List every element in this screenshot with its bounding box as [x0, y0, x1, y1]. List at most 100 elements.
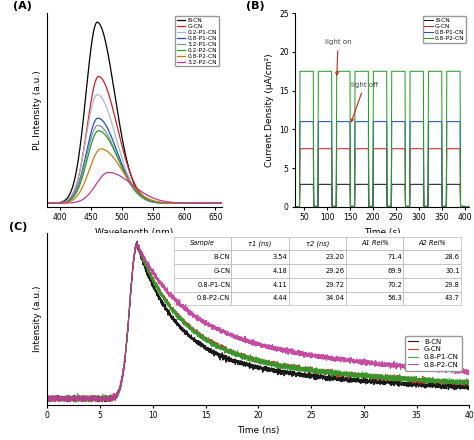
- 0.8-P1-CN: [466, 382, 472, 387]
- Legend: B-CN, G-CN, 0.2-P1-CN, 0.8-P1-CN, 3.2-P1-CN, 0.2-P2-CN, 0.8-P2-CN, 3.2-P2-CN: B-CN, G-CN, 0.2-P1-CN, 0.8-P1-CN, 3.2-P1…: [175, 16, 219, 66]
- B-CN: [297, 182, 303, 187]
- Line: 0.8-P1-CN: 0.8-P1-CN: [295, 121, 469, 207]
- G-CN: [297, 146, 303, 151]
- 3.2-P1-CN: [220, 201, 226, 206]
- G-CN: [220, 201, 226, 206]
- 0.2-P2-CN: [38, 201, 44, 206]
- 0.8-P2-CN: [454, 369, 459, 374]
- G-CN: [45, 396, 50, 402]
- X-axis label: Time (s): Time (s): [364, 227, 401, 237]
- 0.8-P1-CN: [421, 204, 427, 209]
- G-CN: [48, 201, 54, 206]
- 0.2-P1-CN: [38, 201, 44, 206]
- 0.8-P1-CN: [301, 119, 307, 124]
- G-CN: [355, 146, 361, 151]
- Line: 0.2-P2-CN: 0.2-P2-CN: [41, 131, 228, 203]
- 0.8-P1-CN: [355, 119, 361, 124]
- 0.8-P1-CN: [395, 119, 401, 124]
- B-CN: [421, 204, 427, 209]
- Line: 0.8-P2-CN: 0.8-P2-CN: [295, 71, 469, 207]
- 0.8-P1-CN: [124, 174, 130, 179]
- B-CN: [48, 399, 54, 404]
- Text: light off: light off: [351, 82, 378, 122]
- B-CN: [466, 204, 472, 209]
- 0.8-P1-CN: [38, 201, 44, 206]
- G-CN: [225, 348, 231, 354]
- 0.8-P2-CN: [355, 69, 361, 74]
- Line: G-CN: G-CN: [47, 242, 469, 402]
- 0.8-P2-CN: [466, 370, 472, 375]
- 0.8-P1-CN: [134, 240, 140, 245]
- G-CN: [219, 201, 225, 206]
- Line: 0.8-P2-CN: 0.8-P2-CN: [41, 149, 228, 203]
- 0.2-P1-CN: [225, 201, 231, 206]
- 0.8-P1-CN: [292, 204, 298, 209]
- Text: light on: light on: [325, 39, 351, 75]
- 3.2-P1-CN: [124, 176, 130, 181]
- G-CN: [72, 399, 77, 404]
- 0.8-P2-CN: [301, 69, 307, 74]
- 3.2-P1-CN: [48, 201, 54, 206]
- Text: (A): (A): [12, 1, 31, 11]
- G-CN: [466, 204, 472, 209]
- G-CN: [292, 204, 298, 209]
- 0.8-P1-CN: [431, 119, 437, 124]
- B-CN: [124, 159, 130, 165]
- Line: B-CN: B-CN: [41, 22, 228, 203]
- 0.2-P1-CN: [129, 182, 135, 187]
- 3.2-P2-CN: [129, 182, 135, 187]
- 0.8-P2-CN: [220, 201, 226, 206]
- G-CN: [466, 379, 472, 384]
- B-CN: [395, 182, 401, 187]
- B-CN: [431, 182, 437, 187]
- 0.8-P1-CN: [454, 378, 459, 384]
- B-CN: [351, 377, 357, 382]
- 0.8-P1-CN: [225, 348, 231, 353]
- G-CN: [403, 204, 409, 209]
- 0.8-P2-CN: [395, 69, 401, 74]
- 0.8-P2-CN: [292, 204, 298, 209]
- 0.8-P2-CN: [48, 399, 54, 404]
- G-CN: [421, 204, 427, 209]
- B-CN: [292, 204, 298, 209]
- 3.2-P2-CN: [38, 201, 44, 206]
- 0.2-P2-CN: [220, 201, 226, 206]
- 0.2-P1-CN: [185, 201, 191, 206]
- 0.8-P1-CN: [222, 347, 228, 352]
- 0.8-P2-CN: [431, 69, 437, 74]
- Line: B-CN: B-CN: [47, 241, 469, 402]
- Text: (B): (B): [246, 1, 265, 11]
- G-CN: [222, 344, 228, 349]
- Y-axis label: PL Intensity (a.u.): PL Intensity (a.u.): [33, 70, 42, 150]
- Line: 0.2-P1-CN: 0.2-P1-CN: [41, 95, 228, 203]
- G-CN: [185, 201, 191, 206]
- 3.2-P2-CN: [220, 201, 226, 206]
- 0.2-P2-CN: [219, 201, 225, 206]
- G-CN: [454, 379, 459, 384]
- 0.2-P1-CN: [124, 170, 130, 176]
- 0.8-P2-CN: [225, 201, 231, 206]
- 0.8-P2-CN: [38, 201, 44, 206]
- G-CN: [245, 353, 251, 358]
- 0.8-P1-CN: [129, 183, 135, 188]
- B-CN: [94, 20, 100, 25]
- Line: 0.8-P2-CN: 0.8-P2-CN: [47, 242, 469, 402]
- 0.8-P1-CN: [245, 356, 251, 362]
- 0.8-P1-CN: [220, 201, 226, 206]
- 0.8-P2-CN: [124, 175, 130, 180]
- X-axis label: Time (ns): Time (ns): [237, 425, 280, 435]
- 3.2-P1-CN: [219, 201, 225, 206]
- B-CN: [403, 204, 409, 209]
- G-CN: [301, 146, 307, 151]
- 0.8-P2-CN: [297, 69, 303, 74]
- 3.2-P2-CN: [106, 170, 111, 175]
- 3.2-P1-CN: [225, 201, 231, 206]
- 0.8-P2-CN: [219, 201, 225, 206]
- G-CN: [395, 146, 401, 151]
- Legend: B-CN, G-CN, 0.8-P1-CN, 0.8-P2-CN: B-CN, G-CN, 0.8-P1-CN, 0.8-P2-CN: [405, 336, 462, 371]
- 0.8-P1-CN: [219, 201, 225, 206]
- 3.2-P2-CN: [124, 178, 130, 183]
- 3.2-P2-CN: [48, 201, 54, 206]
- Line: 3.2-P2-CN: 3.2-P2-CN: [41, 172, 228, 203]
- 3.2-P1-CN: [129, 184, 135, 190]
